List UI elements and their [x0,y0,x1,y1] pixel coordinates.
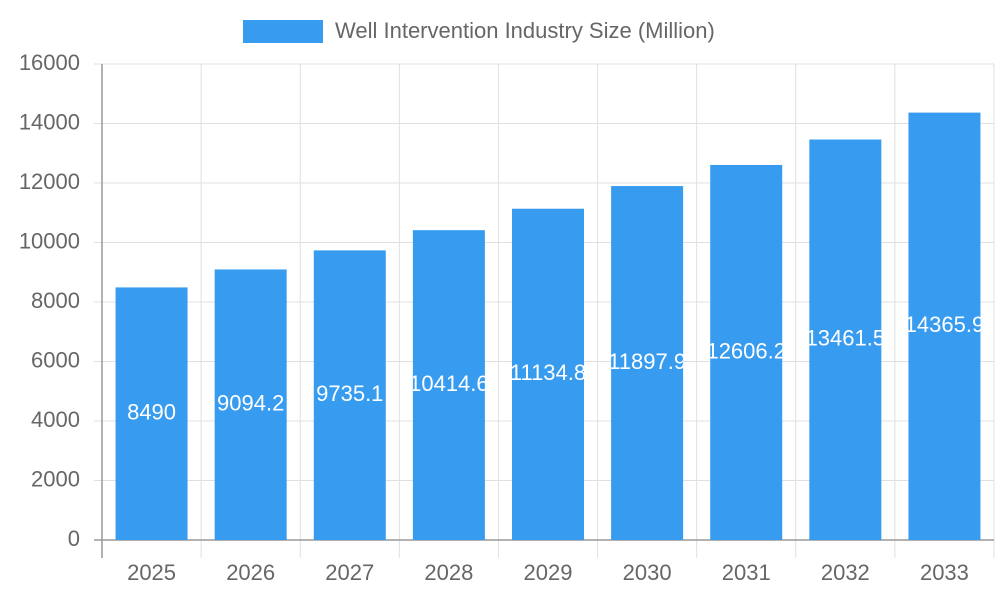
x-tick-label: 2031 [722,560,771,585]
data-label: 13461.5 [806,326,886,351]
data-label: 8490 [127,400,176,425]
x-tick-label: 2029 [524,560,573,585]
y-tick-label: 16000 [19,50,80,75]
y-tick-label: 12000 [19,169,80,194]
data-label: 11134.8 [510,360,586,385]
bar [512,208,584,541]
data-label: 9735.1 [316,381,383,406]
y-tick-label: 4000 [31,407,80,432]
x-tick-label: 2030 [623,560,672,585]
bar [214,269,287,540]
bar [115,287,188,540]
x-tick-label: 2026 [226,560,275,585]
data-label: 12606.2 [706,338,786,363]
bar [809,139,882,540]
data-label: 14365.9 [905,312,985,337]
x-tick-label: 2028 [424,560,473,585]
bar [611,186,684,540]
y-tick-label: 6000 [31,347,80,372]
bar [412,230,485,540]
bar [710,164,783,540]
legend-swatch [243,20,323,43]
x-tick-label: 2033 [920,560,969,585]
data-label: 9094.2 [217,391,284,416]
y-tick-label: 10000 [19,228,80,253]
bar [908,112,981,540]
legend-label: Well Intervention Industry Size (Million… [335,18,715,43]
data-label: 11897.9 [608,349,686,374]
x-tick-label: 2027 [325,560,374,585]
y-tick-label: 2000 [31,466,80,491]
y-tick-label: 0 [68,526,80,551]
y-tick-label: 14000 [19,109,80,134]
data-label: 10414.6 [409,371,489,396]
bar [313,250,386,540]
y-tick-label: 8000 [31,288,80,313]
x-tick-label: 2032 [821,560,870,585]
x-tick-label: 2025 [127,560,176,585]
